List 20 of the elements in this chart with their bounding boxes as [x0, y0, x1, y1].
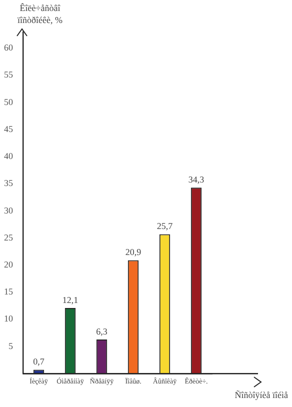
x-axis-title: Ñîñòîÿíèå ïîéìå [234, 390, 288, 400]
y-axis-title: Êîëè÷åñòâî ïîñòðîéêè, % [16, 2, 64, 26]
y-tick-label: 55 [4, 70, 14, 80]
y-tick-label: 5 [8, 340, 14, 351]
data-label: 12,1 [62, 294, 78, 305]
y-tick-label: 30 [4, 205, 14, 216]
y-tick-label: 10 [4, 314, 14, 324]
y-tick-label: 20 [4, 260, 14, 270]
y-tick-label: 45 [4, 124, 14, 134]
data-label: 34,3 [188, 174, 205, 184]
y-tick-label: 50 [4, 96, 14, 107]
y-tick-label: 35 [4, 178, 14, 188]
data-label: 0,7 [33, 356, 45, 367]
y-tick-label: 25 [4, 232, 14, 242]
y-tick-label: 60 [4, 42, 14, 53]
y-tick-label: 40 [4, 151, 14, 162]
y-tick-label: 15 [4, 286, 14, 297]
data-label: 25,7 [156, 221, 174, 232]
data-label: 20,9 [125, 247, 142, 258]
data-label: 6,3 [96, 326, 108, 336]
